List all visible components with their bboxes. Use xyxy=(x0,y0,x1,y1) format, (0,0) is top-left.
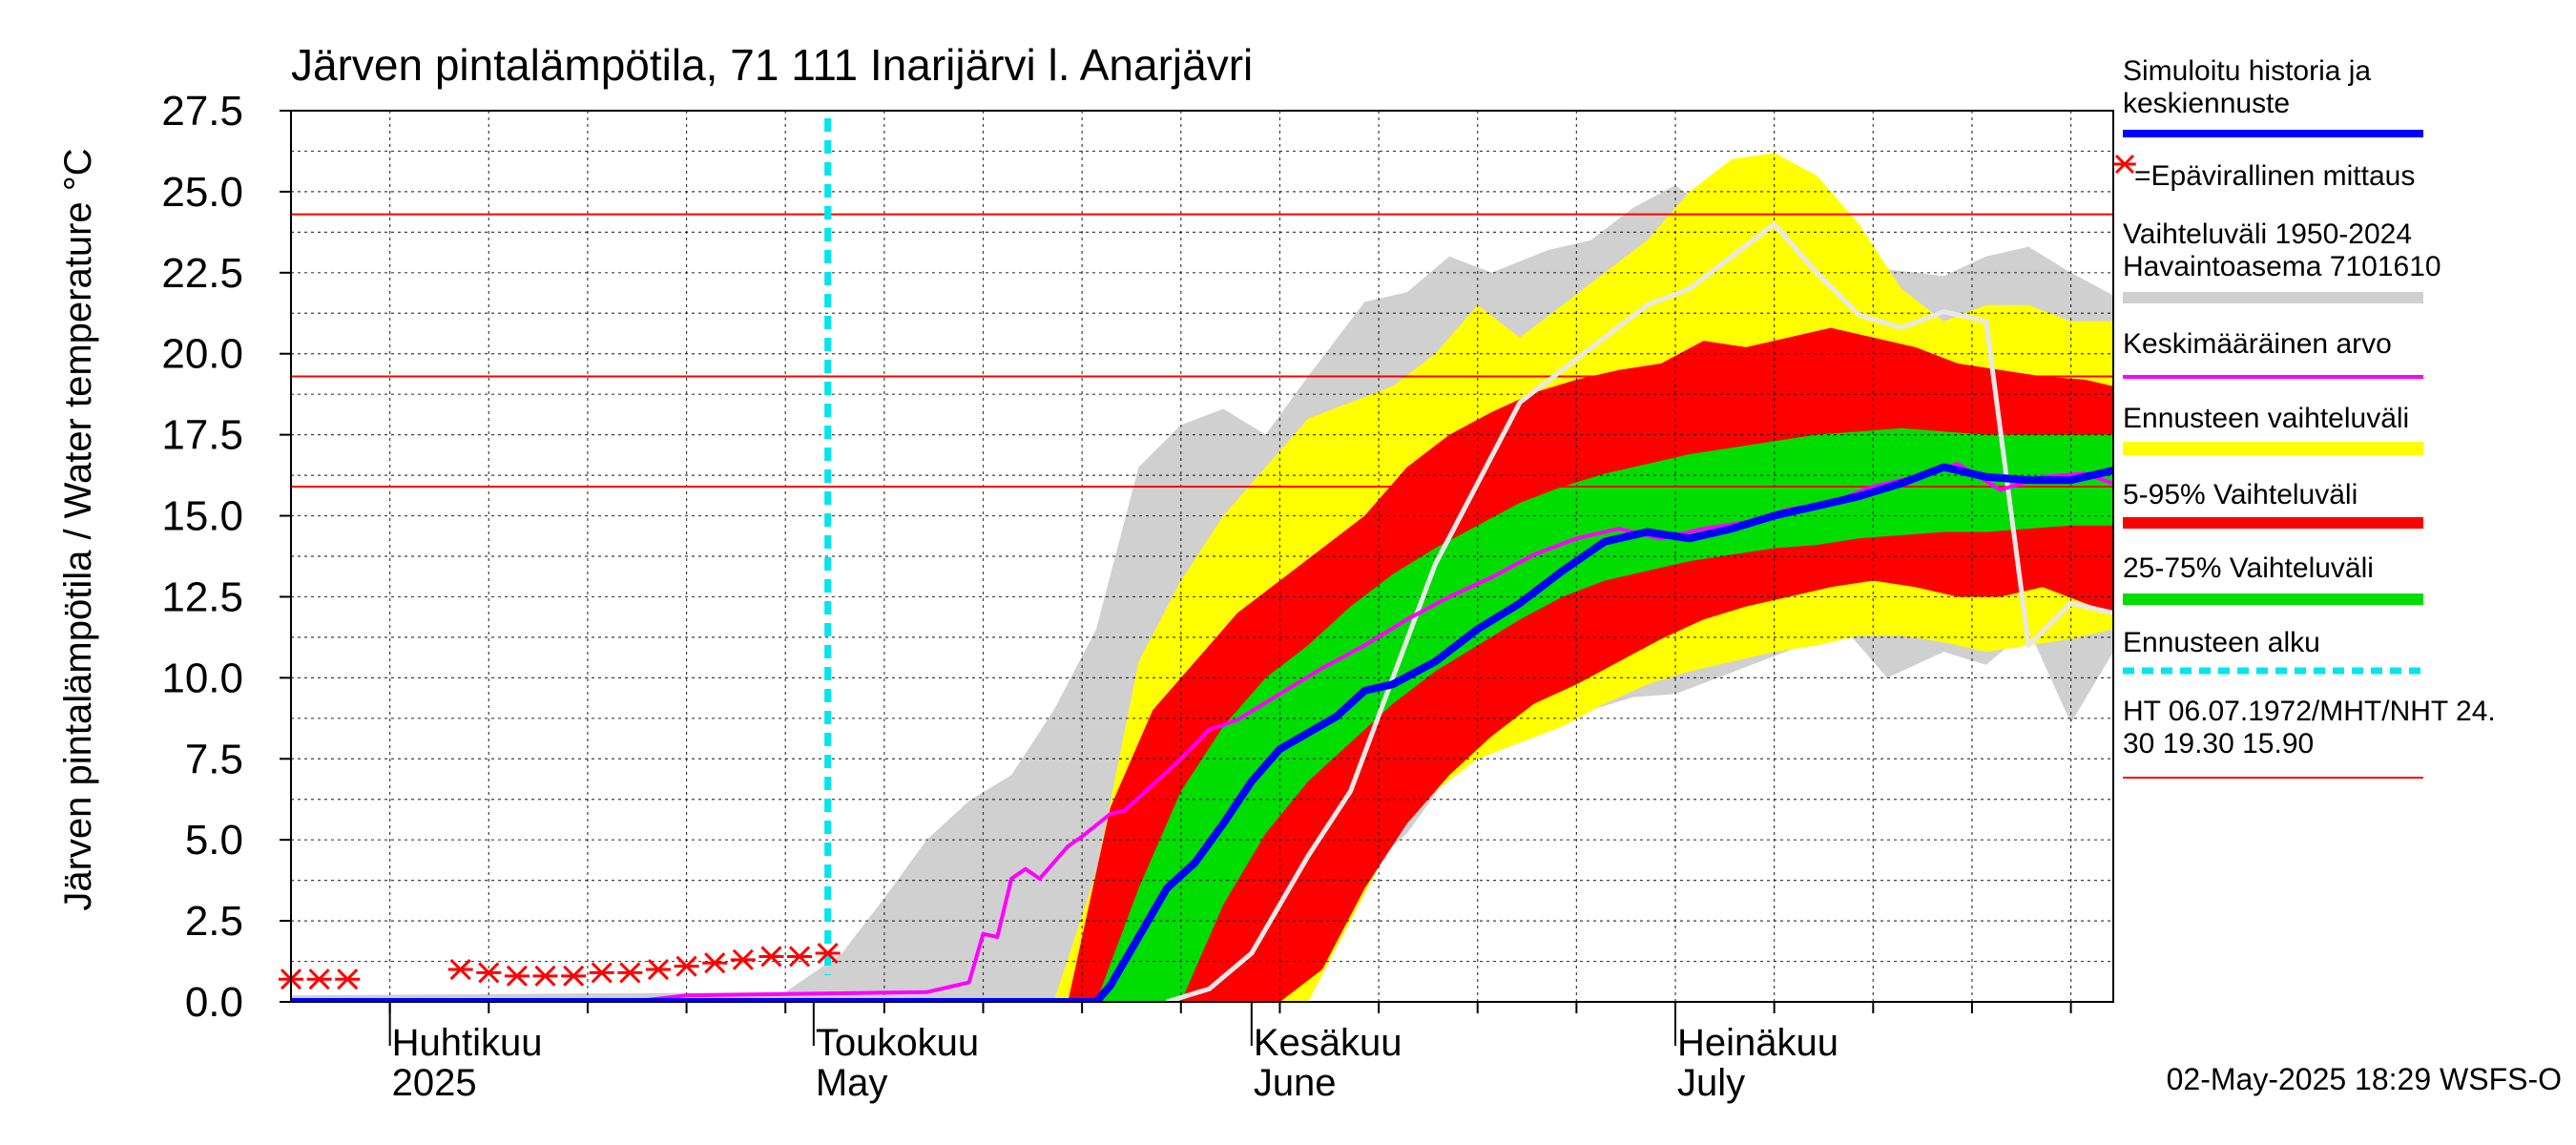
unofficial-measurement-marker xyxy=(617,962,643,984)
y-axis: 0.0 2.5 5.0 7.5 10.0 12.5 15.0 17.5 20.0 22.5 25.0… xyxy=(161,88,291,1026)
legend-entry-epavirallinen-mittaus: =Epävirallinen mittaus xyxy=(2113,154,2415,192)
unofficial-measurement-marker xyxy=(674,955,699,977)
unofficial-measurement-marker xyxy=(306,968,332,990)
x-month-sublabel: 2025 xyxy=(392,1062,477,1104)
legend-text: Ennusteen vaihteluväli xyxy=(2123,403,2409,434)
y-tick-label: 7.5 xyxy=(185,736,243,782)
legend-text: keskiennuste xyxy=(2123,88,2290,119)
legend-star-icon xyxy=(2113,154,2136,175)
y-tick-label: 25.0 xyxy=(161,169,243,216)
grid-lines xyxy=(291,111,2113,1002)
reference-line-layer xyxy=(291,213,2113,488)
y-tick-label: 15.0 xyxy=(161,493,243,540)
legend-entry-keskimaarainen-arvo: Keskimääräinen arvo xyxy=(2123,328,2423,379)
series-ennusteen-1950-2024-keskiarvo xyxy=(1166,221,2113,1002)
unofficial-measurement-marker xyxy=(561,965,587,987)
y-tick-label: 12.5 xyxy=(161,573,243,620)
y-tick-label: 5.0 xyxy=(185,817,243,864)
legend-text: 25-75% Vaihteluväli xyxy=(2123,552,2374,584)
unofficial-measurement-marker xyxy=(335,968,361,990)
plot-frame xyxy=(290,110,2114,1003)
unofficial-measurement-marker xyxy=(787,946,813,968)
y-tick-label: 20.0 xyxy=(161,331,243,378)
legend-text: Ennusteen alku xyxy=(2123,627,2320,658)
y-tick-label: 17.5 xyxy=(161,412,243,459)
y-tick-label: 10.0 xyxy=(161,655,243,701)
x-month-label: Heinäkuu xyxy=(1677,1022,1839,1064)
footer-timestamp: 02-May-2025 18:29 WSFS-O xyxy=(2167,1062,2562,1096)
legend-entry-ht-06-07-1972-mht-nht-24-30-19-30-15-90: HT 06.07.1972/MHT/NHT 24.30 19.30 15.90 xyxy=(2123,696,2496,779)
y-tick-label: 27.5 xyxy=(161,88,243,135)
x-month-sublabel: May xyxy=(816,1062,888,1104)
legend-text: 30 19.30 15.90 xyxy=(2123,728,2314,760)
chart-title: Järven pintalämpötila, 71 111 Inarijärvi… xyxy=(291,40,1253,90)
legend-text: 5-95% Vaihteluväli xyxy=(2123,479,2358,510)
unofficial-measurement-marker xyxy=(532,965,558,987)
legend-text: Simuloitu historia ja xyxy=(2123,55,2371,87)
y-tick-label: 22.5 xyxy=(161,250,243,297)
legend-entry-5-95-vaihteluvali: 5-95% Vaihteluväli xyxy=(2123,479,2423,529)
unofficial-measurement-marker xyxy=(815,942,841,965)
unofficial-measurement-marker xyxy=(702,952,728,974)
unofficial-measurement-marker xyxy=(645,958,671,981)
legend-entry-ennusteen-vaihteluvali: Ennusteen vaihteluväli xyxy=(2123,403,2423,455)
y-tick-label: 0.0 xyxy=(185,979,243,1026)
unofficial-measurement-marker xyxy=(589,962,614,984)
series-simuloitu-historia-ja-keskiennuste xyxy=(291,463,2113,1002)
x-month-sublabel: June xyxy=(1254,1062,1337,1104)
series-line-layer xyxy=(291,221,2113,1002)
legend-text: Havaintoasema 7101610 xyxy=(2123,251,2441,282)
unofficial-measurement-marker xyxy=(504,965,530,987)
x-month-sublabel: July xyxy=(1677,1062,1745,1104)
legend-entry-vaihteluvali-1950-2024-havaintoasema-710: Vaihteluväli 1950-2024 Havaintoasema 710… xyxy=(2123,219,2441,303)
unofficial-measurement-marker xyxy=(447,958,473,981)
y-axis-label: Järven pintalämpötila / Water temperatur… xyxy=(57,148,99,910)
x-month-label: Toukokuu xyxy=(816,1022,979,1064)
unofficial-measurement-markers xyxy=(279,942,841,990)
legend-text: Vaihteluväli 1950-2024 xyxy=(2123,219,2412,250)
legend-text: Keskimääräinen arvo xyxy=(2123,328,2392,360)
unofficial-measurement-marker xyxy=(758,946,784,968)
unofficial-measurement-marker xyxy=(476,962,502,984)
unofficial-measurement-marker xyxy=(730,948,756,970)
legend-entry-25-75-vaihteluvali: 25-75% Vaihteluväli xyxy=(2123,552,2423,605)
x-month-label: Kesäkuu xyxy=(1254,1022,1402,1064)
y-tick-label: 2.5 xyxy=(185,898,243,945)
x-month-label: Huhtikuu xyxy=(392,1022,543,1064)
legend-text: =Epävirallinen mittaus xyxy=(2134,160,2415,192)
legend-entry-ennusteen-alku: Ennusteen alku xyxy=(2123,627,2423,675)
legend-text: HT 06.07.1972/MHT/NHT 24. xyxy=(2123,696,2496,727)
